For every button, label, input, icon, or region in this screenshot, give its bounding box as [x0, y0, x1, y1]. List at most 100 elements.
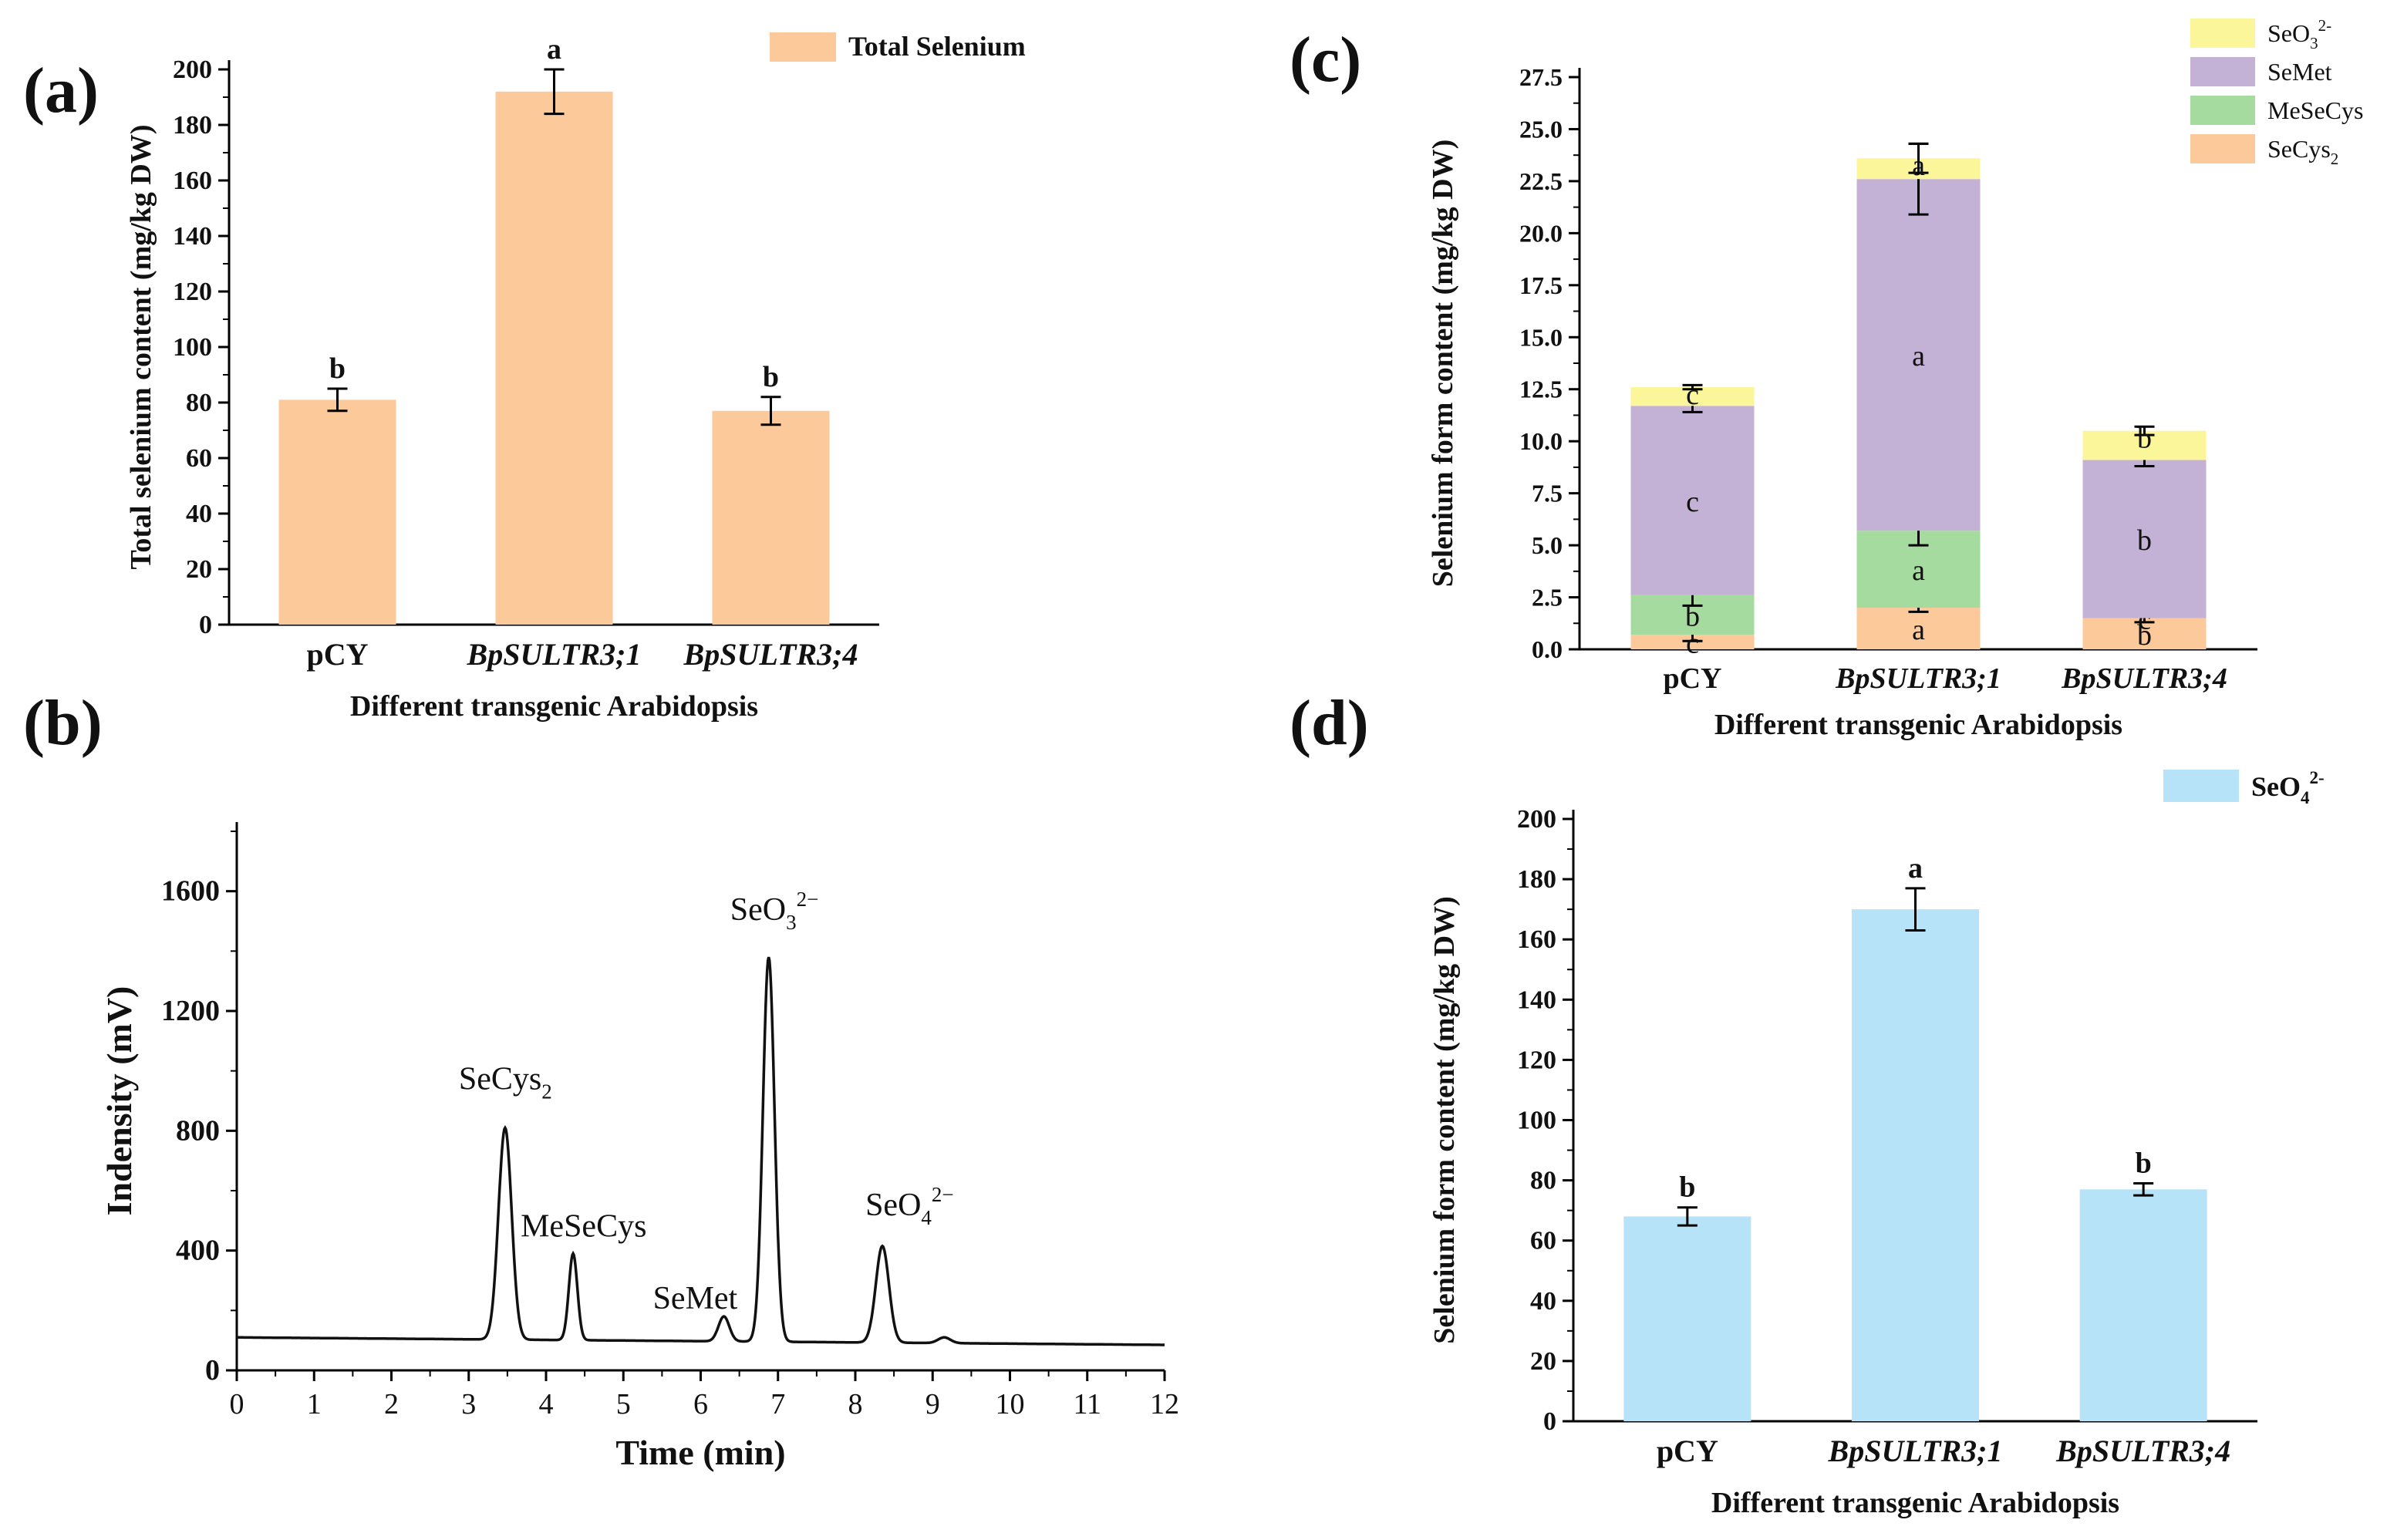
chart-c-legend-swatch [2190, 57, 2255, 86]
chart-a-category-label: BpSULTR3;4 [683, 637, 858, 672]
chart-c-legend-label: SeMet [2267, 58, 2332, 86]
chart-c-legend-label: MeSeCys [2267, 96, 2363, 124]
chart-a-legend-label: Total Selenium [848, 31, 1026, 62]
chart-d-bar [1623, 1216, 1751, 1421]
chart-d-ytick-label: 20 [1530, 1347, 1556, 1376]
chart-b-peak-label: SeO42− [865, 1183, 954, 1229]
chart-d-ytick-label: 180 [1517, 865, 1556, 894]
chart-c-bar [1856, 608, 1981, 649]
chart-c-ytick-label: 27.5 [1519, 63, 1563, 91]
chart-c-significance-letter: b [2137, 423, 2152, 455]
chart-b-ytick-label: 1600 [161, 875, 220, 908]
chart-c-ytick-label: 12.5 [1519, 376, 1563, 403]
chart-c-significance-letter: c [1686, 628, 1699, 660]
chart-c-significance-letter: b [2137, 619, 2152, 652]
chart-c-ytick-label: 2.5 [1532, 584, 1563, 612]
chart-a-ytick-label: 60 [186, 444, 212, 473]
chart-a-ytick-label: 200 [173, 56, 212, 84]
chart-c-category-label: BpSULTR3;1 [1835, 662, 2001, 695]
chart-d-ytick-label: 0 [1543, 1407, 1556, 1436]
chart-c-significance-letter: b [2137, 524, 2152, 557]
chart-b-xtick-label: 0 [230, 1388, 244, 1420]
chart-c-ytick-label: 20.0 [1519, 219, 1563, 247]
chart-d-legend-swatch [2163, 770, 2239, 802]
chart-c-bar [1856, 179, 1981, 531]
chart-b-xtick-label: 4 [539, 1388, 554, 1420]
chart-b-ytick-label: 1200 [161, 995, 220, 1027]
chart-c-ytick-label: 17.5 [1519, 271, 1563, 299]
chart-d-ytick-label: 200 [1517, 805, 1556, 834]
chart-a-ytick-label: 180 [173, 111, 212, 140]
panel-label-a: (a) [23, 55, 99, 126]
chart-d-legend-label: SeO42- [2251, 768, 2325, 807]
chart-d-ytick-label: 80 [1530, 1167, 1556, 1195]
chart-d-bar [2079, 1189, 2207, 1421]
chart-b-y-label: Indensity (mV) [99, 986, 139, 1216]
chart-c-legend-swatch [2190, 134, 2255, 163]
chart-d-bar [1852, 909, 1979, 1421]
chart-a-legend-swatch [770, 32, 836, 62]
chart-b-ytick-label: 400 [176, 1235, 220, 1267]
chart-d-ytick-label: 140 [1517, 986, 1556, 1014]
chart-b-ytick-label: 0 [205, 1354, 220, 1387]
chart-c-legend-label: SeO32- [2267, 16, 2331, 52]
chart-c-legend-swatch [2190, 19, 2255, 48]
chart-a-y-label: Total selenium content (mg/kg DW) [125, 124, 157, 569]
chart-c-significance-letter: a [1912, 614, 1925, 646]
panel-label-b: (b) [23, 687, 103, 759]
chart-c-ytick-label: 5.0 [1532, 531, 1563, 559]
chart-a-bar [495, 91, 613, 625]
chart-b-xtick-label: 12 [1150, 1388, 1179, 1420]
chart-d-x-label: Different transgenic Arabidopsis [1711, 1487, 2119, 1519]
chart-d-category-label: BpSULTR3;1 [1828, 1434, 2003, 1468]
chart-d-y-label: Selenium form content (mg/kg DW) [1428, 896, 1461, 1343]
chart-d-ytick-label: 40 [1530, 1287, 1556, 1316]
chart-b-x-label: Time (min) [615, 1433, 785, 1472]
chart-a-bar [278, 399, 396, 625]
chart-b-xtick-label: 2 [384, 1388, 399, 1420]
panel-label-c: (c) [1290, 24, 1361, 96]
chart-b-xtick-label: 7 [770, 1388, 785, 1420]
chart-b-peak-label: SeCys2 [459, 1061, 552, 1103]
chart-b-xtick-label: 1 [307, 1388, 322, 1420]
chart-d-ytick-label: 160 [1517, 925, 1556, 954]
chart-d-selenate: 0 20 40 60 80 100 120 140 160 180 200 b a b pCY BpSULTR… [1428, 768, 2325, 1519]
chart-c-significance-letter: c [1686, 486, 1699, 518]
chart-c-significance-letter: a [1912, 554, 1925, 587]
chart-a-category-label: pCY [306, 637, 368, 672]
chart-d-category-label: pCY [1657, 1434, 1718, 1468]
chart-a-significance-letter: b [329, 352, 346, 385]
chart-b-xtick-label: 10 [996, 1388, 1025, 1420]
chart-d-ytick-label: 100 [1517, 1107, 1556, 1135]
chart-c-significance-letter: b [1685, 600, 1700, 632]
chart-c-significance-letter: a [1912, 340, 1925, 372]
panel-label-d: (d) [1290, 687, 1369, 759]
chart-a-ytick-label: 120 [173, 278, 212, 306]
chart-c-legend-label: SeCys2 [2267, 135, 2338, 168]
chart-c-significance-letter: a [1912, 150, 1925, 182]
chart-c-ytick-label: 0.0 [1532, 635, 1563, 663]
chart-a-ytick-label: 140 [173, 222, 212, 251]
chart-a-category-label: BpSULTR3;1 [467, 637, 642, 672]
chart-a-ytick-label: 160 [173, 167, 212, 195]
chart-c-category-label: pCY [1663, 662, 1721, 695]
chart-d-ytick-label: 120 [1517, 1046, 1556, 1074]
chart-a-ytick-label: 0 [199, 611, 212, 639]
chart-c-bar [1630, 406, 1755, 595]
chart-b-xtick-label: 5 [616, 1388, 631, 1420]
chart-a-x-label: Different transgenic Arabidopsis [350, 690, 758, 723]
chart-c-x-label: Different transgenic Arabidopsis [1714, 709, 2122, 741]
chart-a-significance-letter: b [763, 361, 779, 393]
chart-b-ytick-label: 800 [176, 1114, 220, 1147]
chart-a-ytick-label: 40 [186, 500, 212, 528]
chart-c-ytick-label: 15.0 [1519, 323, 1563, 351]
chart-a-bar [712, 410, 830, 625]
chart-b-xtick-label: 8 [848, 1388, 863, 1420]
chart-a-ytick-label: 100 [173, 333, 212, 362]
chart-b-trace [237, 956, 1165, 1346]
chart-c-legend-swatch [2190, 96, 2255, 125]
chart-b-peak-label: MeSeCys [521, 1209, 646, 1245]
